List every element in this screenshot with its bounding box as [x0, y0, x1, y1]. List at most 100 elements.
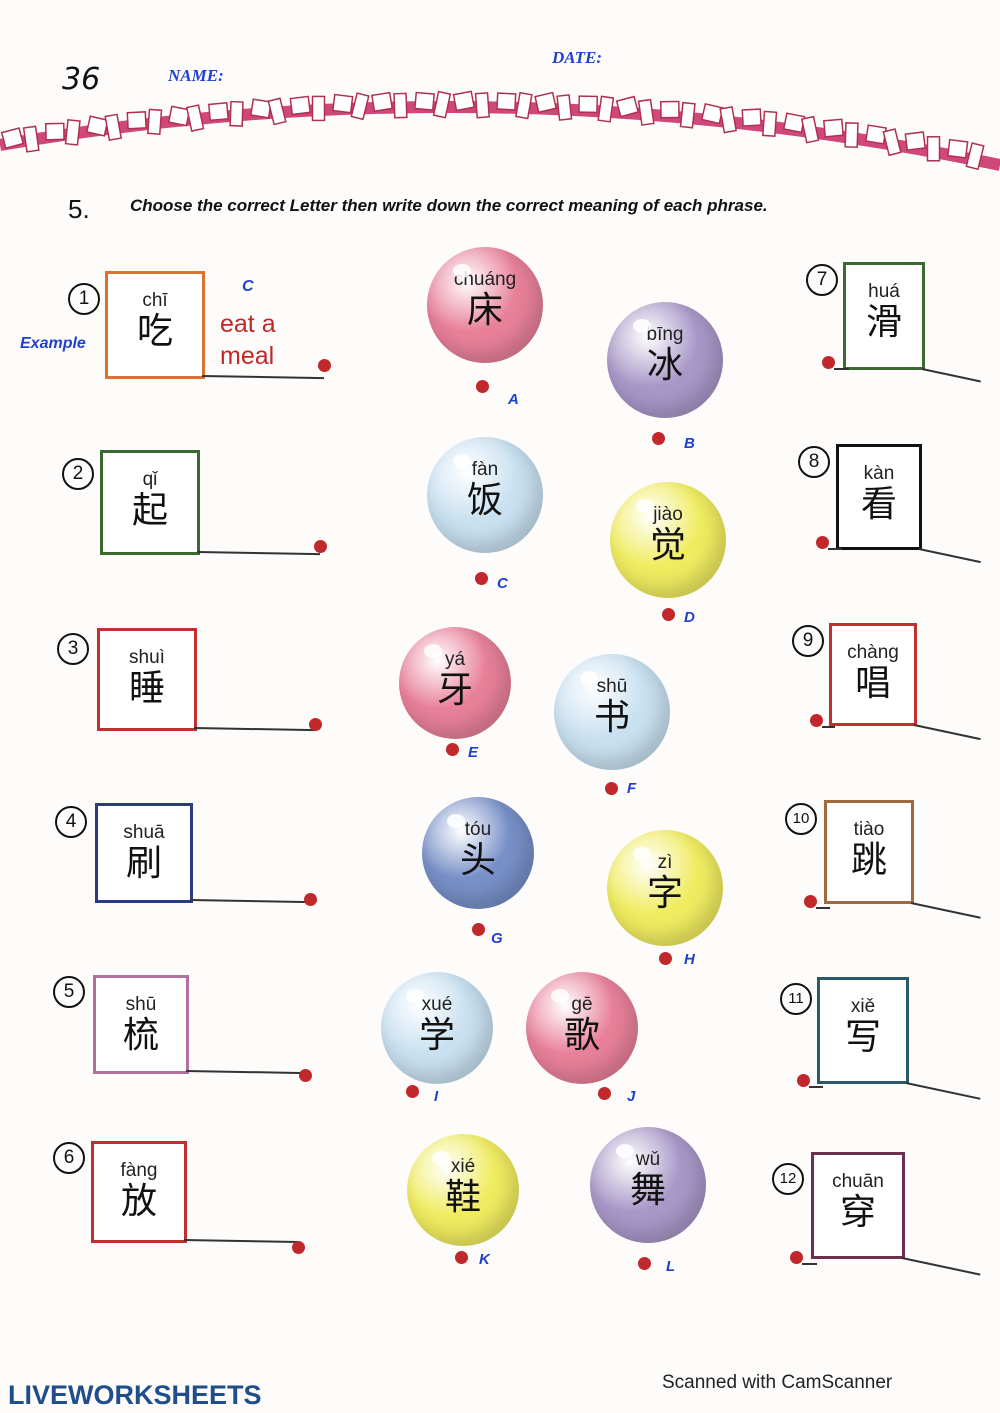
match-dot[interactable]: [455, 1251, 468, 1264]
connector-line: [816, 907, 830, 909]
chinese-character: 写: [844, 1017, 881, 1058]
date-label: DATE:: [552, 48, 603, 67]
chinese-character: 觉: [649, 525, 686, 566]
pinyin: xié: [450, 1156, 476, 1177]
pinyin: tiào: [853, 819, 885, 840]
word-bubble: zì 字: [607, 830, 723, 946]
option-letter: B: [684, 435, 695, 452]
option-letter: C: [497, 575, 508, 592]
answer-line[interactable]: [185, 1070, 305, 1075]
example-meaning: eat a meal: [220, 310, 276, 370]
pinyin: chuān: [832, 1171, 884, 1192]
option-letter: K: [479, 1251, 490, 1268]
pinyin: jiào: [653, 504, 683, 525]
match-dot[interactable]: [318, 359, 331, 372]
match-dot[interactable]: [446, 743, 459, 756]
answer-line[interactable]: [189, 899, 310, 904]
question-number: 9: [792, 625, 824, 657]
chinese-character: 学: [418, 1015, 455, 1056]
word-bubble: bīng 冰: [607, 302, 723, 418]
match-dot[interactable]: [659, 952, 672, 965]
answer-line[interactable]: [901, 1257, 981, 1276]
match-dot[interactable]: [406, 1085, 419, 1098]
phrase-card: chàng 唱: [829, 623, 917, 726]
match-dot[interactable]: [662, 608, 675, 621]
chinese-character: 梳: [122, 1015, 159, 1056]
answer-line[interactable]: [905, 1082, 981, 1100]
chinese-character: 头: [459, 840, 496, 881]
question-number: 5: [53, 976, 85, 1008]
match-dot[interactable]: [605, 782, 618, 795]
pinyin: bīng: [646, 324, 684, 345]
match-dot[interactable]: [472, 923, 485, 936]
decorative-border: [0, 90, 1000, 171]
match-dot[interactable]: [475, 572, 488, 585]
pinyin: fàng: [120, 1160, 158, 1181]
answer-line[interactable]: [918, 548, 981, 564]
chinese-character: 书: [593, 697, 630, 738]
chinese-character: 舞: [629, 1170, 666, 1211]
match-dot[interactable]: [309, 718, 322, 731]
answer-line[interactable]: [193, 727, 315, 732]
match-dot[interactable]: [299, 1069, 312, 1082]
match-dot[interactable]: [652, 432, 665, 445]
answer-line[interactable]: [921, 368, 981, 383]
phrase-card: fàng 放: [91, 1141, 187, 1243]
match-dot[interactable]: [790, 1251, 803, 1264]
pinyin: tóu: [464, 819, 492, 840]
answer-line[interactable]: [183, 1239, 299, 1243]
chinese-character: 跳: [850, 840, 887, 881]
answer-line[interactable]: [913, 724, 981, 741]
connector-line: [802, 1263, 817, 1265]
match-dot[interactable]: [810, 714, 823, 727]
phrase-card: qǐ 起: [100, 450, 200, 555]
pinyin: huá: [868, 281, 900, 302]
word-bubble: gē 歌: [526, 972, 638, 1084]
name-label: NAME:: [168, 66, 224, 85]
page-number: 36: [62, 62, 101, 97]
question-number: 4: [55, 806, 87, 838]
match-dot[interactable]: [598, 1087, 611, 1100]
question-number: 11: [780, 983, 812, 1015]
chinese-character: 字: [646, 873, 683, 914]
match-dot[interactable]: [822, 356, 835, 369]
chinese-character: 起: [131, 490, 168, 531]
pinyin: gē: [571, 994, 593, 1015]
answer-line[interactable]: [910, 902, 981, 919]
option-letter: L: [666, 1258, 676, 1275]
match-dot[interactable]: [314, 540, 327, 553]
match-dot[interactable]: [304, 893, 317, 906]
word-bubble: xié 鞋: [407, 1134, 519, 1246]
match-dot[interactable]: [816, 536, 829, 549]
match-dot[interactable]: [804, 895, 817, 908]
chinese-character: 牙: [436, 670, 473, 711]
pinyin: xiě: [850, 996, 876, 1017]
word-bubble: fàn 饭: [427, 437, 543, 553]
connector-line: [822, 726, 835, 728]
pinyin: yá: [444, 649, 466, 670]
chinese-character: 冰: [646, 345, 683, 386]
question-number: 6: [53, 1142, 85, 1174]
answer-line[interactable]: [196, 551, 320, 556]
match-dot[interactable]: [638, 1257, 651, 1270]
question-number: 12: [772, 1163, 804, 1195]
chinese-character: 看: [860, 484, 897, 525]
liveworksheets-logo: LIVEWORKSHEETS: [8, 1380, 262, 1410]
pinyin: xué: [421, 994, 453, 1015]
word-bubble: yá 牙: [399, 627, 511, 739]
connector-line: [834, 368, 849, 370]
phrase-card: shuì 睡: [97, 628, 197, 731]
exercise-number: 5.: [68, 194, 90, 224]
pinyin: fàn: [471, 459, 499, 480]
word-bubble: tóu 头: [422, 797, 534, 909]
pinyin: kàn: [863, 463, 895, 484]
match-dot[interactable]: [292, 1241, 305, 1254]
match-dot[interactable]: [476, 380, 489, 393]
answer-line[interactable]: [201, 375, 324, 380]
phrase-card: chī 吃: [105, 271, 205, 379]
option-letter: I: [434, 1088, 439, 1105]
match-dot[interactable]: [797, 1074, 810, 1087]
question-number: 8: [798, 446, 830, 478]
phrase-card: shū 梳: [93, 975, 189, 1074]
option-letter: F: [627, 780, 637, 797]
